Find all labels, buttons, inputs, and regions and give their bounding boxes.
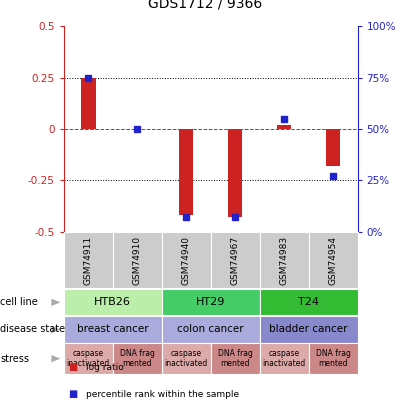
Text: caspase
inactivated: caspase inactivated: [164, 349, 208, 368]
Bar: [179, 129, 194, 215]
Bar: [277, 125, 291, 129]
Text: T24: T24: [298, 297, 319, 307]
Text: stress: stress: [0, 354, 29, 364]
Text: disease state: disease state: [0, 324, 65, 335]
Text: GSM74940: GSM74940: [182, 236, 191, 284]
Bar: [326, 129, 340, 166]
Text: GSM74910: GSM74910: [133, 235, 142, 285]
Text: HTB26: HTB26: [94, 297, 131, 307]
Text: GSM74954: GSM74954: [328, 236, 337, 284]
Text: DNA frag
mented: DNA frag mented: [218, 349, 253, 368]
Text: HT29: HT29: [196, 297, 225, 307]
Text: GSM74983: GSM74983: [279, 235, 289, 285]
Text: GDS1712 / 9366: GDS1712 / 9366: [148, 0, 263, 10]
Text: GSM74967: GSM74967: [231, 235, 240, 285]
Text: colon cancer: colon cancer: [177, 324, 244, 335]
Bar: [81, 78, 95, 129]
Bar: [228, 129, 242, 217]
Text: DNA frag
mented: DNA frag mented: [120, 349, 155, 368]
Text: ■: ■: [68, 362, 77, 372]
Text: GSM74911: GSM74911: [84, 235, 93, 285]
Text: percentile rank within the sample: percentile rank within the sample: [86, 390, 240, 399]
Text: caspase
inactivated: caspase inactivated: [67, 349, 110, 368]
Text: DNA frag
mented: DNA frag mented: [316, 349, 351, 368]
Text: breast cancer: breast cancer: [77, 324, 148, 335]
Text: caspase
inactivated: caspase inactivated: [263, 349, 306, 368]
Text: bladder cancer: bladder cancer: [269, 324, 348, 335]
Text: ■: ■: [68, 389, 77, 399]
Text: log ratio: log ratio: [86, 363, 124, 372]
Text: cell line: cell line: [0, 297, 38, 307]
